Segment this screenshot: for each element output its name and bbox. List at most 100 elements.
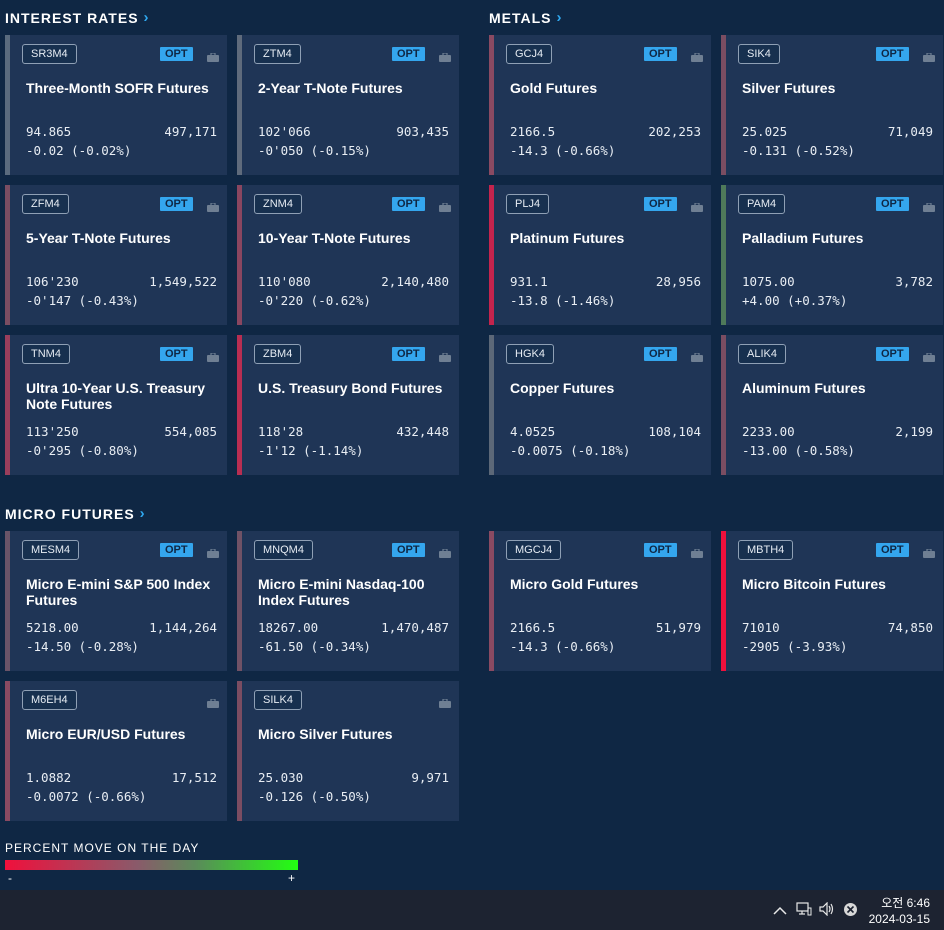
taskbar: 오전 6:46 2024-03-15 — [0, 890, 944, 930]
opt-badge[interactable]: OPT — [644, 47, 677, 61]
briefcase-icon[interactable] — [439, 349, 451, 362]
futures-card[interactable]: PLJ4 OPT Platinum Futures 931.1 28,956 -13.8 … — [489, 185, 711, 325]
futures-card[interactable]: GCJ4 OPT Gold Futures 2166.5 202,253 -14.3 (-… — [489, 35, 711, 175]
symbol-badge: TNM4 — [22, 344, 70, 364]
opt-badge[interactable]: OPT — [644, 197, 677, 211]
futures-card[interactable]: MGCJ4 OPT Micro Gold Futures 2166.5 51,979 -1… — [489, 531, 711, 671]
opt-badge[interactable]: OPT — [160, 347, 193, 361]
symbol-badge: ZBM4 — [254, 344, 302, 364]
last-price: 931.1 — [510, 274, 548, 289]
price-change: -13.8 (-1.46%) — [510, 293, 616, 308]
opt-badge[interactable]: OPT — [876, 347, 909, 361]
contract-name: Micro Gold Futures — [510, 576, 639, 592]
opt-badge[interactable]: OPT — [392, 197, 425, 211]
futures-card[interactable]: ZNM4 OPT 10-Year T-Note Futures 110'080 2,14… — [237, 185, 459, 325]
close-circle-icon[interactable] — [843, 902, 858, 920]
volume: 108,104 — [648, 424, 701, 439]
symbol-badge: ZNM4 — [254, 194, 302, 214]
briefcase-icon[interactable] — [691, 199, 703, 212]
futures-card[interactable]: SR3M4 OPT Three-Month SOFR Futures 94.865 49… — [5, 35, 227, 175]
futures-card[interactable]: TNM4 OPT Ultra 10-Year U.S. Treasury Note … — [5, 335, 227, 475]
briefcase-icon[interactable] — [439, 49, 451, 62]
briefcase-icon[interactable] — [439, 695, 451, 708]
section-title-micro-futures[interactable]: MICRO FUTURES › — [5, 505, 146, 522]
futures-card[interactable]: SILK4 Micro Silver Futures 25.030 9,971 -0.1… — [237, 681, 459, 821]
price-change: -1'12 (-1.14%) — [258, 443, 364, 458]
opt-badge[interactable]: OPT — [160, 197, 193, 211]
futures-card[interactable]: ZBM4 OPT U.S. Treasury Bond Futures 118'28 4… — [237, 335, 459, 475]
opt-badge[interactable]: OPT — [160, 543, 193, 557]
clock-date[interactable]: 2024-03-15 — [868, 912, 930, 926]
briefcase-icon[interactable] — [207, 545, 219, 558]
symbol-badge: SR3M4 — [22, 44, 77, 64]
opt-badge[interactable]: OPT — [392, 47, 425, 61]
last-price: 2166.5 — [510, 124, 556, 139]
futures-card[interactable]: SIK4 OPT Silver Futures 25.025 71,049 -0.131 … — [721, 35, 943, 175]
price-change: -0.131 (-0.52%) — [742, 143, 855, 158]
last-price: 5218.00 — [26, 620, 79, 635]
volume: 51,979 — [655, 620, 701, 635]
opt-badge[interactable]: OPT — [876, 543, 909, 557]
volume: 432,448 — [396, 424, 449, 439]
opt-badge[interactable]: OPT — [644, 543, 677, 557]
volume: 202,253 — [648, 124, 701, 139]
price-change: -0.0075 (-0.18%) — [510, 443, 631, 458]
futures-card[interactable]: ZTM4 OPT 2-Year T-Note Futures 102'066 903,4… — [237, 35, 459, 175]
contract-name: 10-Year T-Note Futures — [258, 230, 411, 246]
symbol-badge: PLJ4 — [506, 194, 550, 214]
futures-card[interactable]: ALIK4 OPT Aluminum Futures 2233.00 2,199 -13.… — [721, 335, 943, 475]
briefcase-icon[interactable] — [691, 49, 703, 62]
last-price: 25.030 — [258, 770, 304, 785]
volume: 2,140,480 — [381, 274, 449, 289]
network-icon[interactable] — [796, 902, 812, 919]
briefcase-icon[interactable] — [207, 349, 219, 362]
futures-card[interactable]: PAM4 OPT Palladium Futures 1075.00 3,782 +4.0… — [721, 185, 943, 325]
contract-name: Silver Futures — [742, 80, 836, 96]
opt-badge[interactable]: OPT — [876, 47, 909, 61]
contract-name: Micro E-mini Nasdaq-100 Index Futures — [258, 576, 425, 608]
symbol-badge: SILK4 — [254, 690, 302, 710]
briefcase-icon[interactable] — [207, 49, 219, 62]
price-change: -0.02 (-0.02%) — [26, 143, 132, 158]
chevron-right-icon: › — [139, 505, 146, 522]
price-change: -13.00 (-0.58%) — [742, 443, 855, 458]
briefcase-icon[interactable] — [207, 695, 219, 708]
price-change: -0'050 (-0.15%) — [258, 143, 371, 158]
opt-badge[interactable]: OPT — [392, 543, 425, 557]
briefcase-icon[interactable] — [923, 349, 935, 362]
last-price: 18267.00 — [258, 620, 319, 635]
briefcase-icon[interactable] — [923, 199, 935, 212]
futures-card[interactable]: MBTH4 OPT Micro Bitcoin Futures 71010 74,850… — [721, 531, 943, 671]
clock-time[interactable]: 오전 6:46 — [881, 896, 930, 910]
opt-badge[interactable]: OPT — [876, 197, 909, 211]
briefcase-icon[interactable] — [923, 545, 935, 558]
opt-badge[interactable]: OPT — [392, 347, 425, 361]
section-title-label: INTEREST RATES — [5, 9, 139, 26]
symbol-badge: MNQM4 — [254, 540, 313, 560]
futures-card[interactable]: ZFM4 OPT 5-Year T-Note Futures 106'230 1,549… — [5, 185, 227, 325]
futures-card[interactable]: HGK4 OPT Copper Futures 4.0525 108,104 -0.007… — [489, 335, 711, 475]
contract-name: Gold Futures — [510, 80, 598, 96]
opt-badge[interactable]: OPT — [644, 347, 677, 361]
chevron-up-icon[interactable] — [773, 903, 787, 919]
opt-badge[interactable]: OPT — [160, 47, 193, 61]
briefcase-icon[interactable] — [691, 545, 703, 558]
price-change: -0'147 (-0.43%) — [26, 293, 139, 308]
briefcase-icon[interactable] — [207, 199, 219, 212]
volume-icon[interactable] — [819, 901, 835, 919]
price-change: -14.50 (-0.28%) — [26, 639, 139, 654]
chevron-right-icon: › — [556, 9, 563, 26]
contract-name: Micro Silver Futures — [258, 726, 393, 742]
symbol-badge: ALIK4 — [738, 344, 786, 364]
briefcase-icon[interactable] — [691, 349, 703, 362]
section-title-interest-rates[interactable]: INTEREST RATES › — [5, 9, 150, 26]
futures-card[interactable]: MNQM4 OPT Micro E-mini Nasdaq-100 Index Fu… — [237, 531, 459, 671]
symbol-badge: MGCJ4 — [506, 540, 562, 560]
futures-card[interactable]: MESM4 OPT Micro E-mini S&P 500 Index Futur… — [5, 531, 227, 671]
briefcase-icon[interactable] — [439, 545, 451, 558]
briefcase-icon[interactable] — [923, 49, 935, 62]
section-title-metals[interactable]: METALS › — [489, 9, 563, 26]
contract-name: Ultra 10-Year U.S. Treasury Note Futures — [26, 380, 205, 412]
briefcase-icon[interactable] — [439, 199, 451, 212]
futures-card[interactable]: M6EH4 Micro EUR/USD Futures 1.0882 17,512 -0… — [5, 681, 227, 821]
